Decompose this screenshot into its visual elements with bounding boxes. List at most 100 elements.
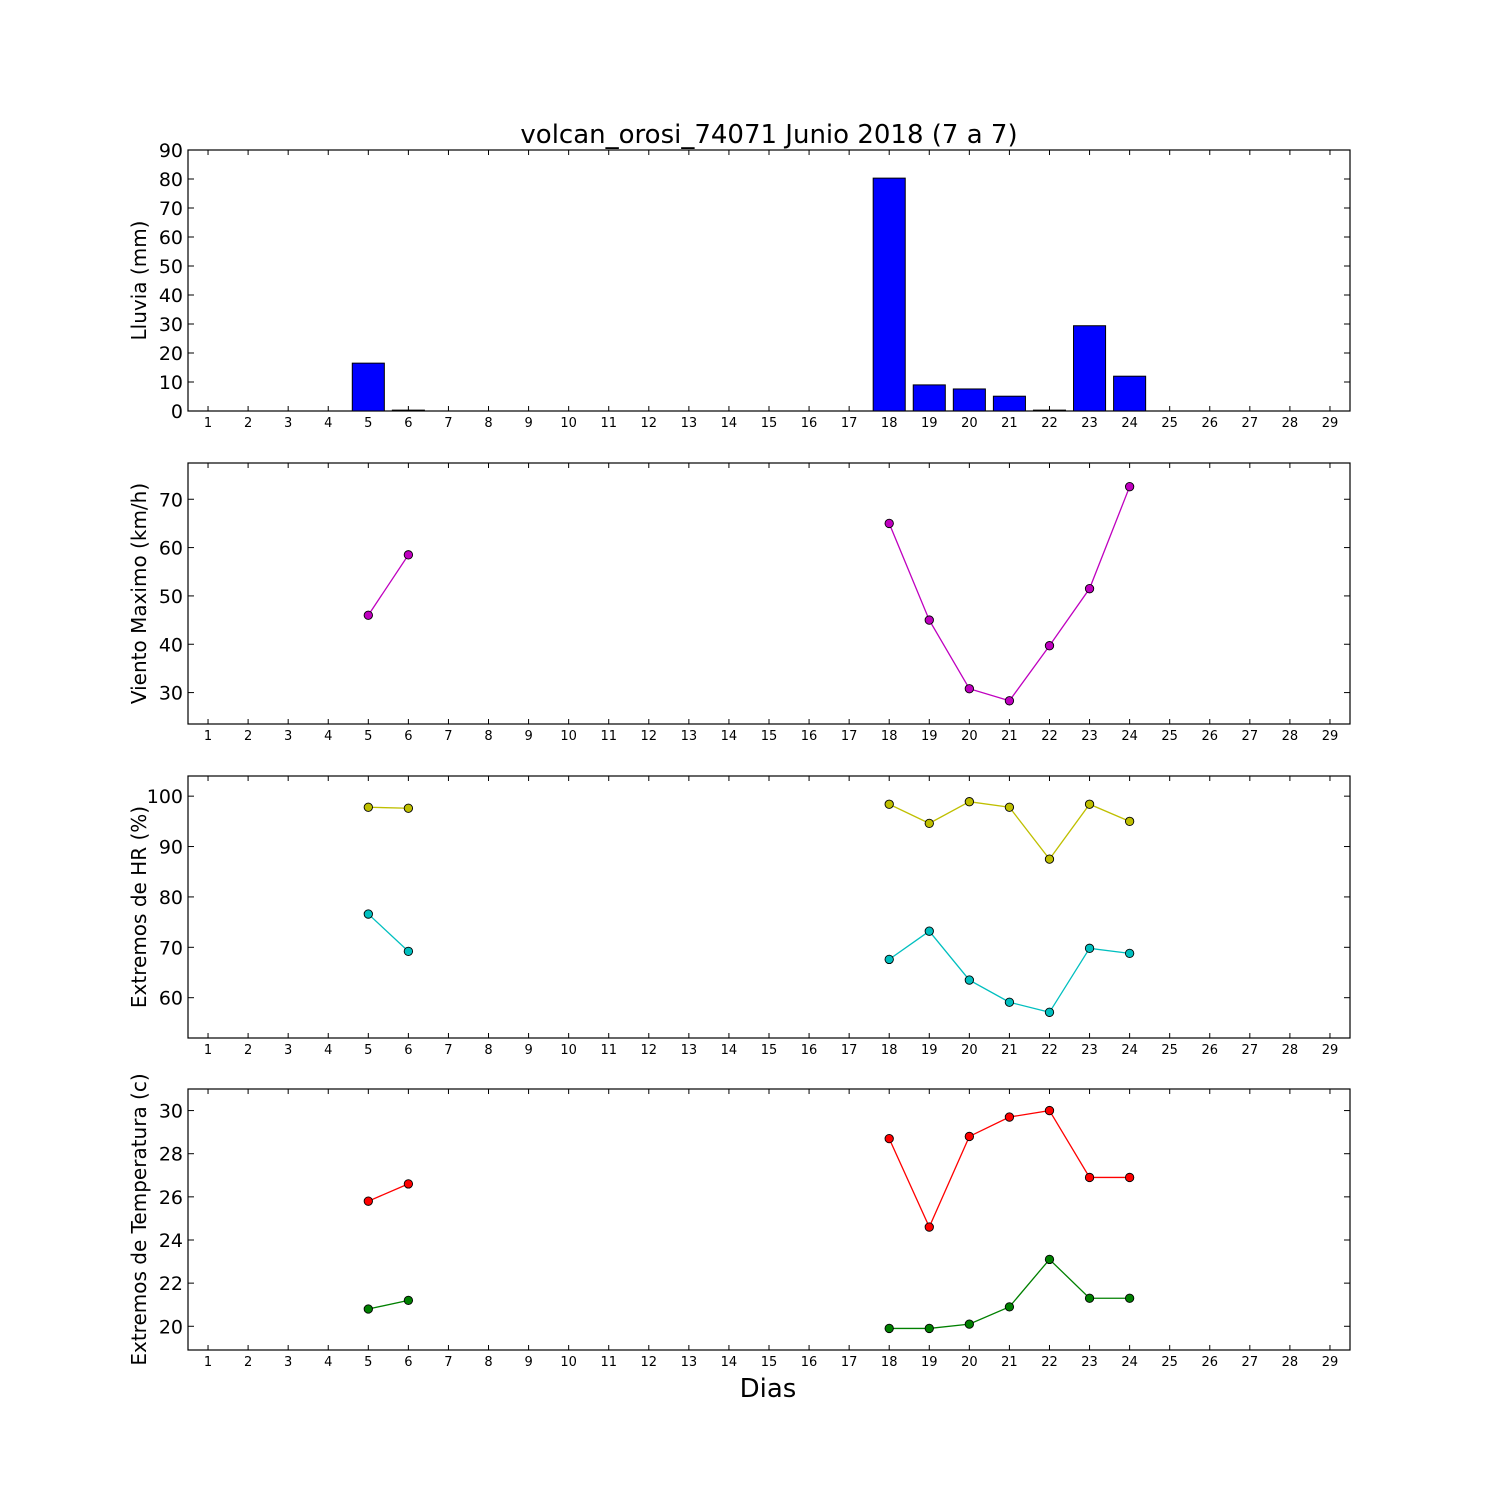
y-tick-label: 50 xyxy=(159,586,183,608)
x-tick-label: 11 xyxy=(600,416,617,431)
x-tick-label: 1 xyxy=(204,1043,212,1058)
x-tick-label: 17 xyxy=(841,729,858,744)
x-tick-label: 9 xyxy=(524,729,532,744)
x-tick-label: 13 xyxy=(681,416,698,431)
x-tick-label: 6 xyxy=(404,416,412,431)
bar xyxy=(1032,409,1067,412)
data-point xyxy=(884,1323,894,1334)
x-tick-label: 8 xyxy=(484,416,492,431)
data-point xyxy=(924,1323,934,1334)
x-tick-label: 7 xyxy=(444,1355,452,1370)
data-point xyxy=(1004,997,1015,1007)
y-tick-label: 70 xyxy=(159,937,183,959)
x-tick-label: 24 xyxy=(1121,1043,1138,1058)
x-tick-label: 25 xyxy=(1161,729,1178,744)
y-tick-label: 20 xyxy=(159,343,183,365)
data-point xyxy=(363,1196,373,1206)
y-tick-label: 20 xyxy=(159,1316,183,1338)
data-point xyxy=(1044,1007,1055,1017)
data-point xyxy=(1004,1302,1015,1312)
data-point xyxy=(1084,799,1095,809)
bar xyxy=(351,362,385,412)
x-tick-label: 17 xyxy=(841,1043,858,1058)
x-tick-label: 1 xyxy=(204,729,212,744)
data-point xyxy=(964,797,974,807)
x-tick-label: 1 xyxy=(204,416,212,431)
x-tick-label: 28 xyxy=(1282,729,1299,744)
x-tick-label: 12 xyxy=(641,729,658,744)
y-axis-label: Lluvia (mm) xyxy=(127,221,151,341)
data-point xyxy=(363,909,373,919)
x-tick-label: 11 xyxy=(600,1355,617,1370)
x-tick-label: 26 xyxy=(1201,416,1218,431)
x-tick-label: 11 xyxy=(600,729,617,744)
x-tick-label: 3 xyxy=(284,416,292,431)
x-tick-label: 23 xyxy=(1081,1355,1098,1370)
data-point xyxy=(1084,1172,1095,1183)
data-point xyxy=(964,1131,974,1142)
x-tick-label: 27 xyxy=(1242,729,1259,744)
panel-2: 1 2 3 4 5 6 7 8 9 10 11 12 13 14 15 16 17 18 19 20 21 22 23 24 2… xyxy=(127,462,1351,744)
x-tick-label: 20 xyxy=(961,1355,978,1370)
y-tick-label: 22 xyxy=(159,1273,183,1295)
bar xyxy=(391,409,425,412)
chart-title: volcan_orosi_74071 Junio 2018 (7 a 7) xyxy=(520,120,1017,150)
x-tick-label: 26 xyxy=(1201,1043,1218,1058)
x-tick-label: 25 xyxy=(1161,1355,1178,1370)
x-tick-label: 10 xyxy=(560,1043,577,1058)
x-tick-label: 17 xyxy=(841,416,858,431)
data-point xyxy=(1004,1112,1015,1122)
x-tick-label: 25 xyxy=(1161,1043,1178,1058)
x-tick-label: 22 xyxy=(1041,729,1058,744)
x-tick-label: 4 xyxy=(324,1355,332,1370)
y-axis-label: Extremos de HR (%) xyxy=(127,806,151,1008)
x-tick-label: 18 xyxy=(881,416,898,431)
x-tick-label: 23 xyxy=(1081,1043,1098,1058)
panel-4: 1 2 3 4 5 6 7 8 9 10 11 12 13 14 15 16 17 18 19 20 21 22 23 24 2… xyxy=(127,1073,1351,1404)
x-tick-label: 5 xyxy=(364,1043,372,1058)
data-point xyxy=(363,610,373,620)
x-tick-label: 5 xyxy=(364,729,372,744)
x-tick-label: 8 xyxy=(484,729,492,744)
x-tick-label: 27 xyxy=(1242,1355,1259,1370)
data-point xyxy=(1004,802,1015,812)
data-point xyxy=(964,975,974,985)
x-tick-label: 26 xyxy=(1201,729,1218,744)
x-tick-label: 3 xyxy=(284,1043,292,1058)
x-tick-label: 9 xyxy=(524,1043,532,1058)
x-tick-label: 2 xyxy=(244,1355,252,1370)
x-tick-label: 20 xyxy=(961,1043,978,1058)
x-tick-label: 2 xyxy=(244,416,252,431)
x-tick-label: 24 xyxy=(1121,1355,1138,1370)
x-tick-label: 8 xyxy=(484,1043,492,1058)
x-tick-label: 1 xyxy=(204,1355,212,1370)
x-tick-label: 29 xyxy=(1322,416,1339,431)
x-tick-label: 4 xyxy=(324,729,332,744)
bar xyxy=(912,384,946,412)
x-tick-label: 5 xyxy=(364,1355,372,1370)
y-axis-label: Extremos de Temperatura (c) xyxy=(127,1073,151,1365)
data-point xyxy=(924,926,934,936)
y-tick-label: 90 xyxy=(159,837,183,859)
x-tick-label: 28 xyxy=(1282,416,1299,431)
y-tick-label: 30 xyxy=(159,683,183,705)
y-tick-label: 60 xyxy=(159,538,183,560)
x-tick-label: 3 xyxy=(284,729,292,744)
data-point xyxy=(1044,641,1055,651)
data-point xyxy=(403,1295,414,1306)
x-tick-label: 6 xyxy=(404,729,412,744)
x-tick-label: 10 xyxy=(560,729,577,744)
data-point xyxy=(1004,696,1015,706)
x-tick-label: 18 xyxy=(881,1043,898,1058)
x-tick-label: 15 xyxy=(761,1355,778,1370)
x-tick-label: 7 xyxy=(444,729,452,744)
bar xyxy=(1113,375,1147,412)
x-tick-label: 3 xyxy=(284,1355,292,1370)
y-tick-label: 80 xyxy=(159,169,183,191)
data-point xyxy=(1044,1254,1055,1265)
y-tick-label: 30 xyxy=(159,1101,183,1123)
x-tick-label: 28 xyxy=(1282,1043,1299,1058)
x-tick-label: 21 xyxy=(1001,416,1018,431)
x-tick-label: 19 xyxy=(921,729,938,744)
